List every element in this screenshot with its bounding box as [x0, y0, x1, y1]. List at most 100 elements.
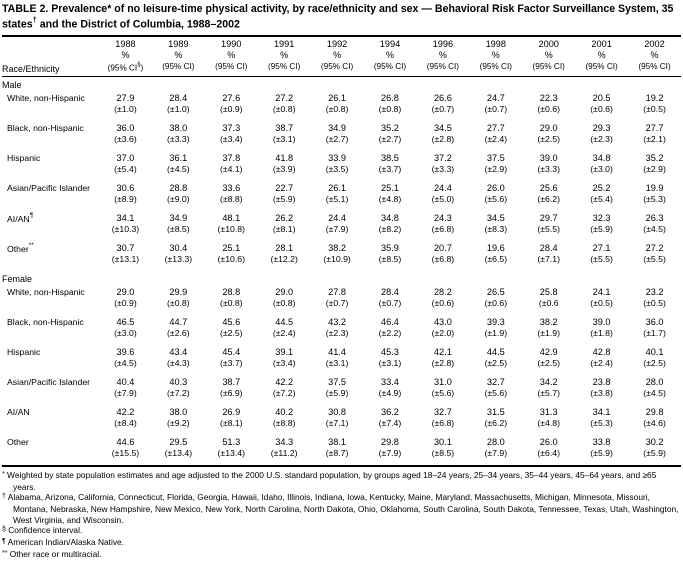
prevalence-value: 31.3 — [539, 407, 558, 418]
value-cell: 43.4 (±4.3) — [152, 345, 205, 375]
prevalence-value: 44.6 — [116, 437, 135, 448]
confidence-interval: (±13.1) — [111, 253, 140, 264]
footnote: ** Other race or multiracial. — [2, 548, 102, 559]
value-cell: 37.2 (±3.3) — [416, 151, 469, 181]
prevalence-value: 28.4 — [539, 243, 558, 254]
prevalence-value: 26.6 — [433, 93, 452, 104]
prevalence-value: 26.3 — [645, 213, 664, 224]
percent-label: % — [333, 50, 342, 61]
value-cell: 43.0 (±2.0) — [416, 315, 469, 345]
table-row: Hispanic 37.0 (±5.4) 36.1 (±4.5) 37.8 (±4.1) 41… — [2, 151, 681, 181]
confidence-interval: (±0.6) — [537, 103, 561, 114]
prevalence-value: 28.8 — [222, 287, 241, 298]
confidence-interval: (±5.4) — [590, 193, 613, 204]
table-body: Male White, non-Hispanic 27.9 (±1.0) 28.4 (±1… — [2, 77, 681, 467]
ci-column-label: (95% CI) — [479, 62, 512, 72]
value-cell: 34.1 (±5.3) — [575, 405, 628, 435]
race-label: Hispanic — [7, 347, 41, 358]
value-cell: 29.9 (±0.8) — [152, 285, 205, 315]
confidence-interval: (±3.6) — [114, 133, 137, 144]
table-head: Race/Ethnicity 1988% (95% CI§) 1989% (95% C… — [2, 36, 681, 77]
confidence-interval: (±8.5) — [167, 223, 190, 234]
prevalence-value: 22.7 — [275, 183, 294, 194]
value-cell: 45.6 (±2.5) — [205, 315, 258, 345]
value-cell: 35.9 (±8.5) — [364, 241, 417, 271]
confidence-interval: (±4.8) — [537, 417, 561, 428]
confidence-interval: (±2.3) — [590, 133, 613, 144]
confidence-interval: (±10.6) — [217, 253, 245, 264]
confidence-interval: (±5.9) — [590, 447, 613, 458]
confidence-interval: (±1.9) — [484, 327, 508, 338]
ci-column-label: (95% CI) — [638, 62, 671, 72]
prevalence-value: 29.9 — [169, 287, 188, 298]
value-cell: 28.8 (±0.8) — [205, 285, 258, 315]
confidence-interval: (±8.5) — [378, 253, 402, 264]
confidence-interval: (±3.7) — [378, 163, 402, 174]
confidence-interval: (±2.8) — [431, 357, 455, 368]
ci-column-label: (95% CI) — [268, 62, 301, 72]
confidence-interval: (±3.5) — [325, 163, 349, 174]
value-cell: 31.3 (±4.8) — [522, 405, 575, 435]
footnote-marker: * — [2, 471, 5, 479]
value-cell: 45.4 (±3.7) — [205, 345, 258, 375]
prevalence-value: 46.5 — [116, 317, 135, 328]
value-cell: 24.4 (±5.0) — [416, 181, 469, 211]
value-cell: 44.6 (±15.5) — [99, 435, 152, 466]
value-cell: 40.4 (±7.9) — [99, 375, 152, 405]
value-cell: 25.1 (±4.8) — [364, 181, 417, 211]
confidence-interval: (±5.5) — [590, 253, 613, 264]
value-cell: 19.9 (±5.3) — [628, 181, 681, 211]
ci-column-label: (95% CI) — [585, 62, 618, 72]
footnote-marker: † — [2, 493, 6, 501]
section-row: Male — [2, 77, 681, 92]
confidence-interval: (±3.1) — [378, 357, 402, 368]
confidence-interval: (±12.2) — [270, 253, 298, 264]
prevalence-value: 34.9 — [169, 213, 188, 224]
confidence-interval: (±2.9) — [643, 163, 666, 174]
value-cell: 36.1 (±4.5) — [152, 151, 205, 181]
confidence-interval: (±11.2) — [270, 447, 298, 458]
prevalence-value: 24.4 — [433, 183, 452, 194]
prevalence-value: 31.0 — [433, 377, 452, 388]
value-cell: 27.1 (±5.5) — [575, 241, 628, 271]
value-cell: 26.1 (±0.8) — [311, 91, 364, 121]
confidence-interval: (±3.0) — [590, 163, 613, 174]
race-label: Black, non-Hispanic — [7, 317, 84, 328]
confidence-interval: (±8.4) — [114, 417, 137, 428]
value-cell: 39.1 (±3.4) — [258, 345, 311, 375]
confidence-interval: (±2.7) — [325, 133, 349, 144]
year-label: 1991 — [273, 39, 295, 50]
confidence-interval: (±2.5) — [484, 357, 508, 368]
confidence-interval: (±0.6) — [484, 297, 508, 308]
prevalence-value: 34.2 — [539, 377, 558, 388]
value-cell: 35.2 (±2.9) — [628, 151, 681, 181]
confidence-interval: (±7.9) — [114, 387, 137, 398]
confidence-interval: (±2.8) — [431, 133, 455, 144]
year-column-header: 1992% (95% CI) — [311, 36, 364, 76]
value-cell: 42.8 (±2.4) — [575, 345, 628, 375]
value-cell: 38.2 (±1.9) — [522, 315, 575, 345]
value-cell: 33.8 (±5.9) — [575, 435, 628, 466]
prevalence-value: 26.9 — [222, 407, 241, 418]
ci-column-label: (95% CI) — [373, 62, 407, 72]
confidence-interval: (±7.1) — [537, 253, 561, 264]
confidence-interval: (±13.4) — [164, 447, 193, 458]
value-cell: 28.0 (±4.5) — [628, 375, 681, 405]
prevalence-value: 34.3 — [275, 437, 294, 448]
ci-column-label: (95% CI§) — [107, 62, 144, 74]
table-row: Black, non-Hispanic 36.0 (±3.6) 38.0 (±3.3) 3… — [2, 121, 681, 151]
confidence-interval: (±0.9) — [219, 103, 243, 114]
prevalence-value: 37.5 — [486, 153, 505, 164]
prevalence-value: 34.8 — [592, 153, 611, 164]
prevalence-value: 37.0 — [116, 153, 135, 164]
prevalence-value: 29.3 — [592, 123, 611, 134]
table-row: White, non-Hispanic 29.0 (±0.9) 29.9 (±0.8) 2… — [2, 285, 681, 315]
prevalence-value: 20.7 — [433, 243, 452, 254]
prevalence-value: 42.1 — [433, 347, 452, 358]
confidence-interval: (±10.9) — [323, 253, 351, 264]
prevalence-value: 38.2 — [539, 317, 558, 328]
prevalence-value: 34.1 — [592, 407, 611, 418]
table-row: AI/AN 42.2 (±8.4) 38.0 (±9.2) 26.9 (±8.1) 40.2(… — [2, 405, 681, 435]
confidence-interval: (±5.7) — [537, 387, 561, 398]
